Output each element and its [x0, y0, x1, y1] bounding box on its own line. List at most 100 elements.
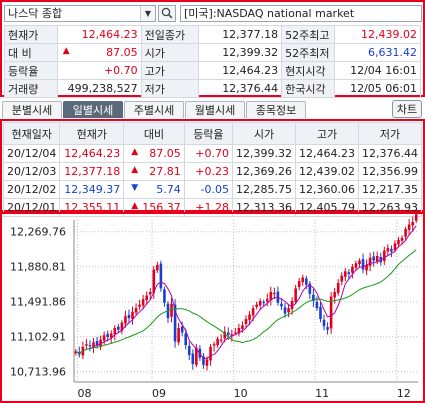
change-value: 87.05: [106, 46, 138, 59]
table-cell-rate: -0.05: [183, 180, 234, 199]
candle-body: [372, 256, 375, 261]
candle-body: [329, 296, 333, 329]
tab-daily[interactable]: 일별시세: [63, 101, 123, 118]
table-cell-open: 12,369.26: [232, 162, 296, 181]
candle-body: [226, 332, 230, 336]
candle-body: [117, 326, 120, 330]
candle-body: [85, 344, 88, 346]
candle-body: [255, 304, 258, 307]
candle-body: [248, 314, 251, 320]
candle-body: [209, 346, 212, 361]
candle-body: [280, 303, 283, 307]
y-tick-label: 12,269.76: [10, 226, 66, 239]
up-arrow-icon: ▲: [131, 165, 139, 175]
quote-value: 12,377.18: [197, 25, 283, 44]
candle-body: [134, 308, 138, 313]
column-header[interactable]: 고가: [295, 122, 359, 145]
candle-body: [191, 353, 195, 364]
candle-body: [294, 288, 297, 302]
tab-monthly[interactable]: 월별시세: [185, 101, 245, 118]
tab-minute[interactable]: 분별시세: [2, 101, 62, 118]
candle-body: [170, 303, 173, 317]
quote-value: 12,376.44: [197, 79, 283, 98]
quote-label: 대 비: [4, 43, 58, 62]
candle-body: [113, 328, 117, 335]
table-row[interactable]: 20/12/03 12,377.18 ▲ 27.81 +0.23 12,369.26 12,…: [2, 162, 423, 181]
symbol-value: 나스닥 종합: [8, 7, 63, 20]
candle-body: [319, 306, 322, 319]
table-cell-open: 12,285.75: [232, 180, 296, 199]
column-header[interactable]: 등락율: [183, 122, 234, 145]
candle-body: [347, 272, 351, 274]
candle-body: [287, 308, 290, 313]
price-chart-panel: 12,269.76 11,880.81 11,491.86 11,102.91 10,7…: [0, 212, 425, 403]
table-cell-rate: +0.70: [183, 144, 234, 163]
up-arrow-icon: ▲: [62, 46, 70, 56]
search-button[interactable]: [158, 5, 176, 22]
quote-label: 저가: [140, 79, 199, 98]
column-header[interactable]: 대비: [123, 122, 185, 145]
tab-weekly[interactable]: 주별시세: [124, 101, 184, 118]
table-cell-high: 12,439.02: [295, 162, 359, 181]
up-arrow-icon: ▲: [131, 147, 139, 157]
candle-body: [173, 304, 177, 342]
quote-label: 시가: [140, 43, 199, 62]
column-header[interactable]: 현재일자: [2, 122, 61, 145]
table-row[interactable]: 20/12/04 12,464.23 ▲ 87.05 +0.70 12,399.32 12,…: [2, 144, 423, 163]
candle-body: [326, 327, 329, 330]
table-cell-price: 12,464.23: [59, 144, 125, 163]
candle-body: [322, 319, 326, 327]
candle-body: [124, 316, 127, 324]
symbol-combobox[interactable]: 나스닥 종합 ▼: [4, 5, 156, 22]
candle-body: [177, 328, 180, 343]
quote-label: 현지시각: [281, 61, 336, 80]
candle-body: [244, 319, 248, 324]
candle-body: [390, 248, 393, 252]
candle-body: [354, 263, 358, 268]
candle-body: [340, 275, 344, 282]
candle-body: [358, 260, 361, 265]
quote-panel: 나스닥 종합 ▼ [미국]:NASDAQ national market 현재가…: [0, 0, 425, 98]
candle-body: [195, 347, 198, 365]
candle-body: [368, 257, 372, 266]
change-value: 156.37: [142, 201, 181, 214]
market-label: [미국]:NASDAQ national market: [180, 5, 422, 22]
x-tick-label: 08: [78, 387, 92, 400]
candle-body: [315, 301, 319, 309]
quote-table: 현재가 12,464.23 전일종가 12,377.18 52주최고 12,439.02 대…: [4, 25, 421, 98]
column-header[interactable]: 저가: [357, 122, 423, 145]
table-cell-rate: +0.23: [183, 162, 234, 181]
candle-body: [92, 342, 95, 348]
table-row[interactable]: 20/12/02 12,349.37 ▼ 5.74 -0.05 12,285.75 12,3…: [2, 180, 423, 199]
quote-label: 52주최저: [281, 43, 336, 62]
candle-body: [262, 301, 266, 304]
column-header[interactable]: 현재가: [59, 122, 125, 145]
change-value: 27.81: [149, 165, 181, 178]
candle-body: [351, 266, 354, 273]
candle-body: [308, 283, 312, 294]
quote-value: 12,464.23: [197, 61, 283, 80]
quote-label: 한국시각: [281, 79, 336, 98]
candle-body: [312, 294, 315, 301]
candle-body: [187, 346, 191, 355]
tab-stock-info[interactable]: 종목정보: [246, 101, 306, 118]
candle-body: [184, 333, 188, 346]
candle-body: [148, 292, 152, 295]
candle-body: [379, 256, 383, 263]
quote-label: 현재가: [4, 25, 58, 44]
candlestick-chart[interactable]: 12,269.76 11,880.81 11,491.86 11,102.91 10,7…: [2, 214, 423, 401]
column-header[interactable]: 시가: [232, 122, 296, 145]
quote-value: ▲ 87.05: [56, 43, 142, 62]
chevron-down-icon[interactable]: ▼: [140, 6, 155, 21]
chart-button[interactable]: 차트: [392, 100, 422, 118]
candle-body: [223, 331, 227, 339]
y-tick-label: 10,713.96: [10, 366, 66, 379]
quote-value: 12/04 16:01: [334, 61, 421, 80]
candle-body: [400, 238, 404, 241]
quote-value: 12,439.02: [334, 25, 421, 44]
candle-body: [283, 307, 287, 314]
x-tick-label: 11: [315, 387, 329, 400]
y-tick-label: 11,491.86: [10, 296, 66, 309]
candle-body: [120, 322, 124, 331]
candle-body: [336, 283, 340, 293]
